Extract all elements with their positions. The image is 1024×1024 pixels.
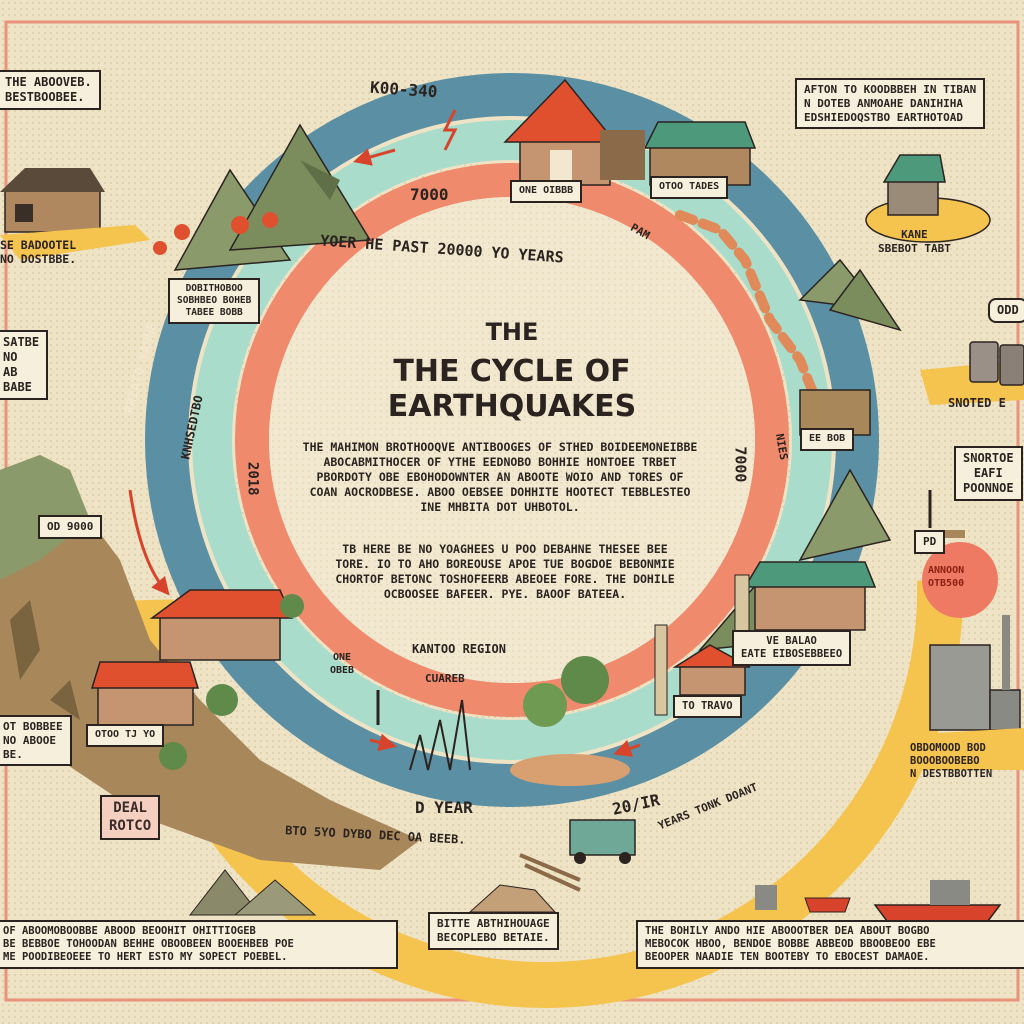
house-tag: VE BALAO EATE EIBOSEBBEEO bbox=[732, 630, 852, 667]
wheel bbox=[619, 852, 631, 864]
house-window bbox=[15, 204, 33, 222]
callout-snortoe: SNORTOE EAFI POONNOE bbox=[954, 446, 1023, 501]
house-door bbox=[550, 150, 572, 180]
house-roof bbox=[882, 154, 946, 183]
callout-top-right: AFTON TO KOODBBEH IN TIBAN N DOTEB ANMOA… bbox=[795, 78, 986, 130]
house-icon bbox=[887, 179, 939, 216]
yellow-platform bbox=[900, 728, 1024, 770]
tree-icon bbox=[523, 683, 567, 727]
ring-label-year: 2018 bbox=[244, 461, 261, 496]
callout-top-left: THE ABOOVEB. BESTBOOBEE. bbox=[0, 70, 101, 110]
detail-paragraph: TB HERE BE NO YOAGHEES U POO DEBAHNE THE… bbox=[335, 542, 675, 601]
deal-stamp: DEAL ROTCO bbox=[100, 795, 161, 840]
mountain-icon bbox=[188, 869, 262, 916]
ring-arrow bbox=[353, 148, 396, 166]
ship-cabin bbox=[930, 880, 970, 905]
yellow-platform bbox=[0, 225, 150, 260]
callout-left-yellow: SE BADOOTEL NO DOSTBBE. bbox=[0, 238, 77, 267]
house-tag: OTOO TADES bbox=[650, 176, 729, 199]
ring-arrow bbox=[369, 733, 397, 752]
ring-arrow bbox=[613, 739, 641, 757]
mountain-shade bbox=[300, 160, 340, 200]
quake-burst-icon bbox=[153, 241, 167, 255]
callout-speech: ODD bbox=[988, 298, 1024, 323]
intro-paragraph: THE MAHIMON BROTHOOQVE ANTIBOOGES OF STH… bbox=[302, 440, 698, 514]
inner-disc-texture bbox=[269, 197, 755, 683]
log-pile bbox=[519, 853, 581, 892]
callout-bottom-middle: BITTE ABTHIHOUAGE BECOPLEBO BETAIE. bbox=[428, 912, 559, 950]
house-icon bbox=[159, 614, 281, 661]
teal-ring bbox=[145, 73, 879, 807]
seismograph-icon bbox=[409, 699, 471, 771]
tree-icon bbox=[206, 684, 238, 716]
callout-kane: KANE SBEBOT TABT bbox=[878, 228, 951, 255]
callout-right-bottom: OBDOMOOD BOD BOOOBOOBEBO N DESTBBOTTEN bbox=[910, 742, 993, 781]
ship-icon bbox=[804, 897, 851, 913]
chimney bbox=[654, 624, 668, 716]
building-icon bbox=[989, 689, 1021, 731]
region-label: KANTOO REGION bbox=[412, 642, 506, 656]
house-tag: TO TRAVO bbox=[673, 695, 742, 719]
mountain-icon bbox=[798, 468, 892, 562]
callout-left-od: OD 9000 bbox=[38, 515, 103, 539]
tree-icon bbox=[159, 742, 187, 770]
ground-fissure bbox=[510, 754, 630, 786]
quake-burst-icon bbox=[231, 216, 249, 234]
house-tag: CUAREB bbox=[425, 672, 465, 685]
house-icon bbox=[679, 664, 746, 696]
house-tag: ONE OIBBB bbox=[510, 180, 583, 203]
mountain-icon bbox=[233, 879, 317, 916]
house-roof bbox=[643, 121, 757, 149]
callout-snoted: SNOTED E bbox=[948, 396, 1006, 410]
smokestack bbox=[1002, 615, 1010, 690]
tank-icon bbox=[969, 341, 999, 383]
house-roof bbox=[672, 644, 751, 668]
house-tag: DOBITHOBOO SOBHBEO BOHEB TABEE BOBB bbox=[168, 278, 261, 324]
house-roof bbox=[743, 561, 877, 588]
ring-arrow bbox=[128, 489, 170, 596]
collapsed-house bbox=[799, 389, 871, 436]
mountain-icon bbox=[828, 268, 902, 332]
house-roof bbox=[503, 78, 617, 143]
callout-left-bottom: OT BOBBEE NO ABOOE BE. bbox=[0, 715, 72, 767]
tree-icon bbox=[280, 594, 304, 618]
ring-label-year: 7000 bbox=[731, 446, 750, 483]
truck-icon bbox=[569, 819, 636, 856]
building-icon bbox=[929, 644, 991, 731]
ring-label-year: 7000 bbox=[410, 185, 449, 204]
wood-debris bbox=[600, 130, 645, 180]
house-roof bbox=[149, 589, 294, 619]
lightning-icon bbox=[442, 109, 458, 151]
callout-bottom-left: OF ABOOMOBOOBBE ABOOD BEOOHIT OHITTIOGEB… bbox=[0, 920, 398, 970]
debris-trail bbox=[675, 210, 825, 415]
quake-burst-icon bbox=[174, 224, 190, 240]
house-icon bbox=[754, 584, 866, 631]
title-prefix: THE bbox=[485, 318, 539, 346]
callout-bottom-right: THE BOHILY ANDO HIE ABOOOTBER DEA ABOUT … bbox=[636, 920, 1024, 970]
red-burst bbox=[922, 542, 998, 618]
tank-icon bbox=[999, 344, 1024, 386]
house-tag: ONE OBEB bbox=[330, 652, 355, 676]
house-tag: EE BOB bbox=[800, 428, 855, 451]
house-tag: OTOO TJ YO bbox=[86, 724, 165, 747]
callout-red-burst: ANNOON OTB500 bbox=[928, 565, 965, 589]
left-cliff bbox=[0, 455, 420, 870]
factory-icon bbox=[755, 885, 777, 910]
house-icon bbox=[97, 684, 194, 726]
cliff-cracks bbox=[10, 600, 80, 720]
wheel bbox=[574, 852, 586, 864]
page-title: THE CYCLE OF EARTHQUAKES bbox=[387, 354, 637, 424]
tree-icon bbox=[561, 656, 609, 704]
callout-pd: PD bbox=[914, 530, 946, 554]
quake-burst-icon bbox=[262, 212, 278, 228]
ring-label-year: D YEAR bbox=[415, 798, 473, 817]
house-roof bbox=[0, 168, 105, 192]
callout-left-mid: SATBE NO AB BABE bbox=[0, 330, 49, 400]
house-roof bbox=[90, 661, 200, 689]
